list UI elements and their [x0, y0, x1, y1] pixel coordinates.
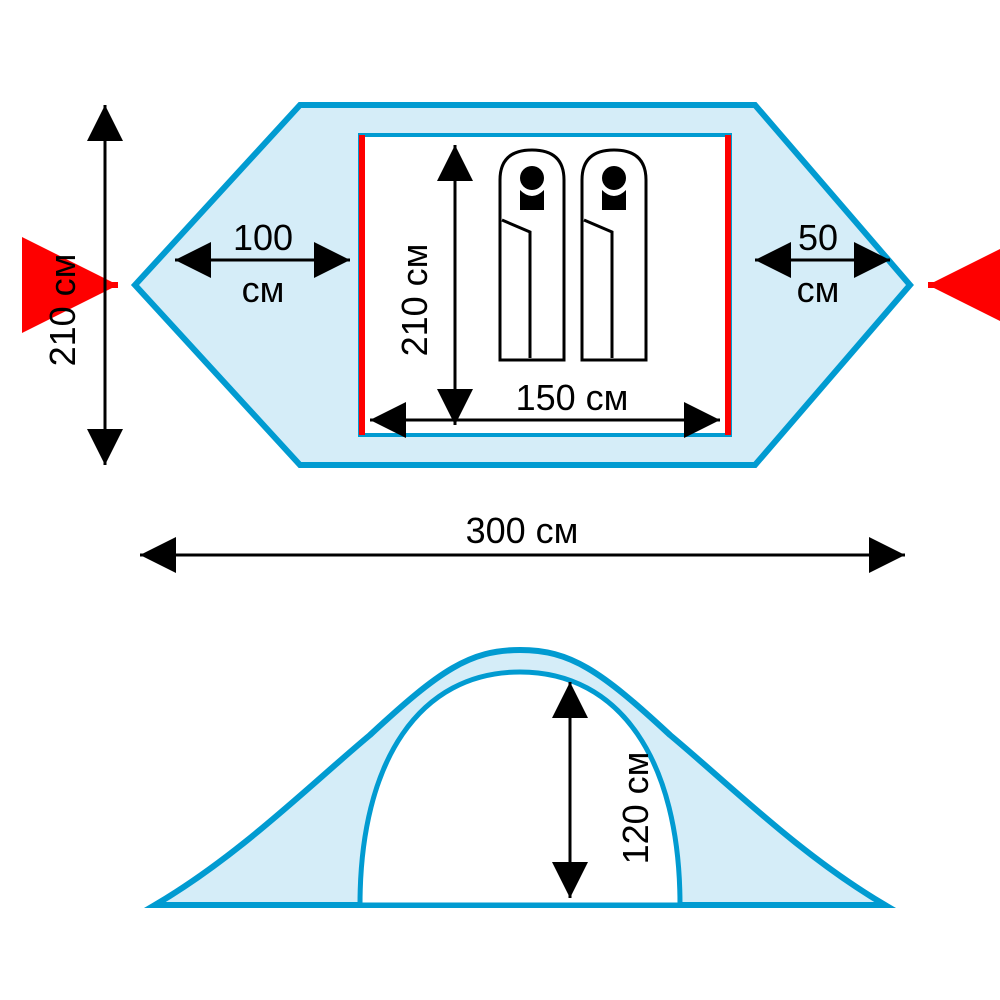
sleeping-bag-2 [582, 150, 646, 360]
side-view: 120 см [155, 650, 885, 905]
label-outer-height: 210 см [42, 254, 83, 367]
label-inner-width: 150 см [516, 377, 629, 418]
top-view: 210 см 100 см 210 см 50 см 150 см 300 см [30, 105, 985, 555]
label-vestibule-right: 50 [798, 217, 838, 258]
label-inner-height: 210 см [394, 244, 435, 357]
label-outer-width: 300 см [466, 510, 579, 551]
label-vestibule-left: 100 [233, 217, 293, 258]
sleeping-bag-1 [500, 150, 564, 360]
label-side-height: 120 см [615, 752, 656, 865]
tent-dimensions-diagram: 210 см 100 см 210 см 50 см 150 см 300 см… [0, 0, 1000, 1000]
label-vestibule-left-unit: см [242, 269, 285, 310]
label-vestibule-right-unit: см [797, 269, 840, 310]
